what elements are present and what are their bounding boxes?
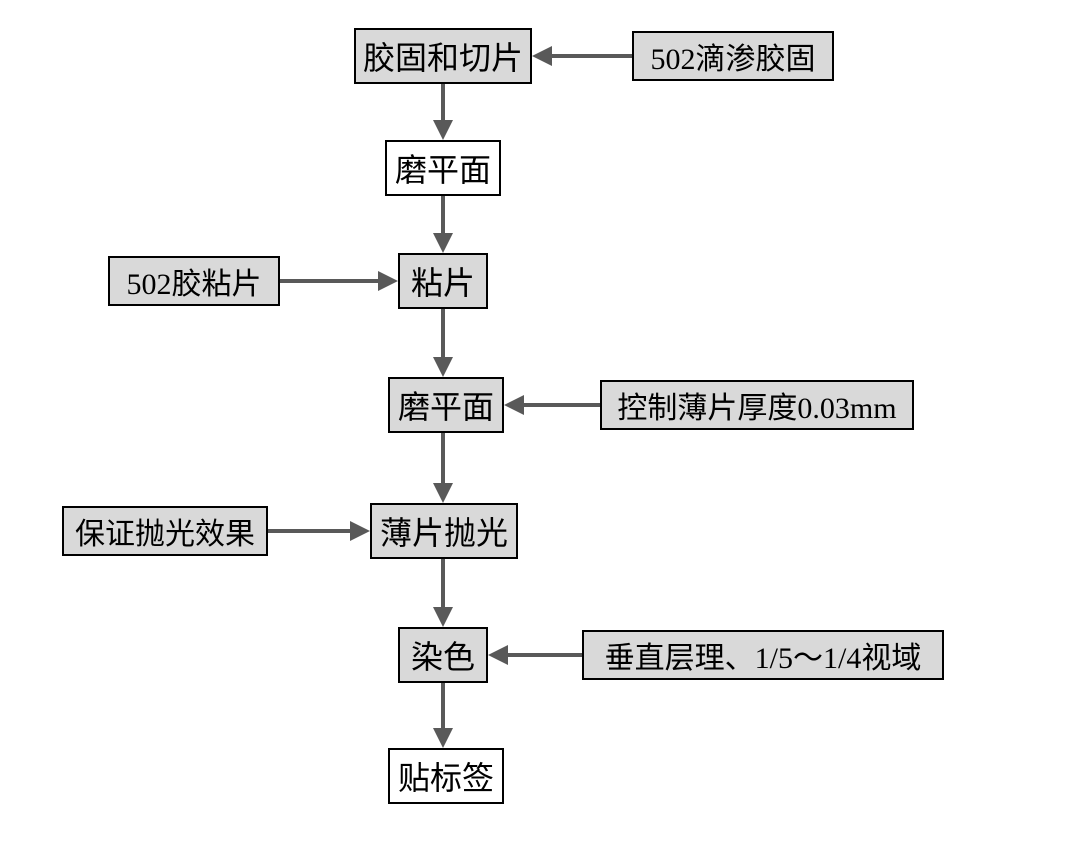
- node-label: 磨平面: [398, 382, 494, 428]
- flowchart-node-s1: 502滴渗胶固: [632, 31, 834, 81]
- node-label: 垂直层理、1/5～1/4视域: [605, 633, 922, 677]
- node-label: 贴标签: [398, 753, 494, 799]
- node-label: 胶固和切片: [363, 33, 523, 79]
- flowchart-node-s4: 保证抛光效果: [62, 506, 268, 556]
- node-label: 502胶粘片: [127, 259, 262, 303]
- flowchart-node-n1: 胶固和切片: [354, 28, 532, 84]
- flowchart-node-n5: 薄片抛光: [370, 503, 518, 559]
- flowchart-node-n3: 粘片: [398, 253, 488, 309]
- flowchart-node-s5: 垂直层理、1/5～1/4视域: [582, 630, 944, 680]
- node-label: 保证抛光效果: [75, 509, 255, 553]
- flowchart-node-n2: 磨平面: [385, 140, 501, 196]
- node-label: 磨平面: [395, 145, 491, 191]
- flowchart-node-n6: 染色: [398, 627, 488, 683]
- flowchart-node-s2: 502胶粘片: [108, 256, 280, 306]
- flowchart-node-n4: 磨平面: [388, 377, 504, 433]
- flowchart-node-s3: 控制薄片厚度0.03mm: [600, 380, 914, 430]
- node-label: 控制薄片厚度0.03mm: [617, 383, 896, 427]
- node-label: 502滴渗胶固: [651, 34, 816, 78]
- node-label: 染色: [411, 632, 475, 678]
- flowchart-node-n7: 贴标签: [388, 748, 504, 804]
- node-label: 薄片抛光: [380, 508, 508, 554]
- node-label: 粘片: [411, 258, 475, 304]
